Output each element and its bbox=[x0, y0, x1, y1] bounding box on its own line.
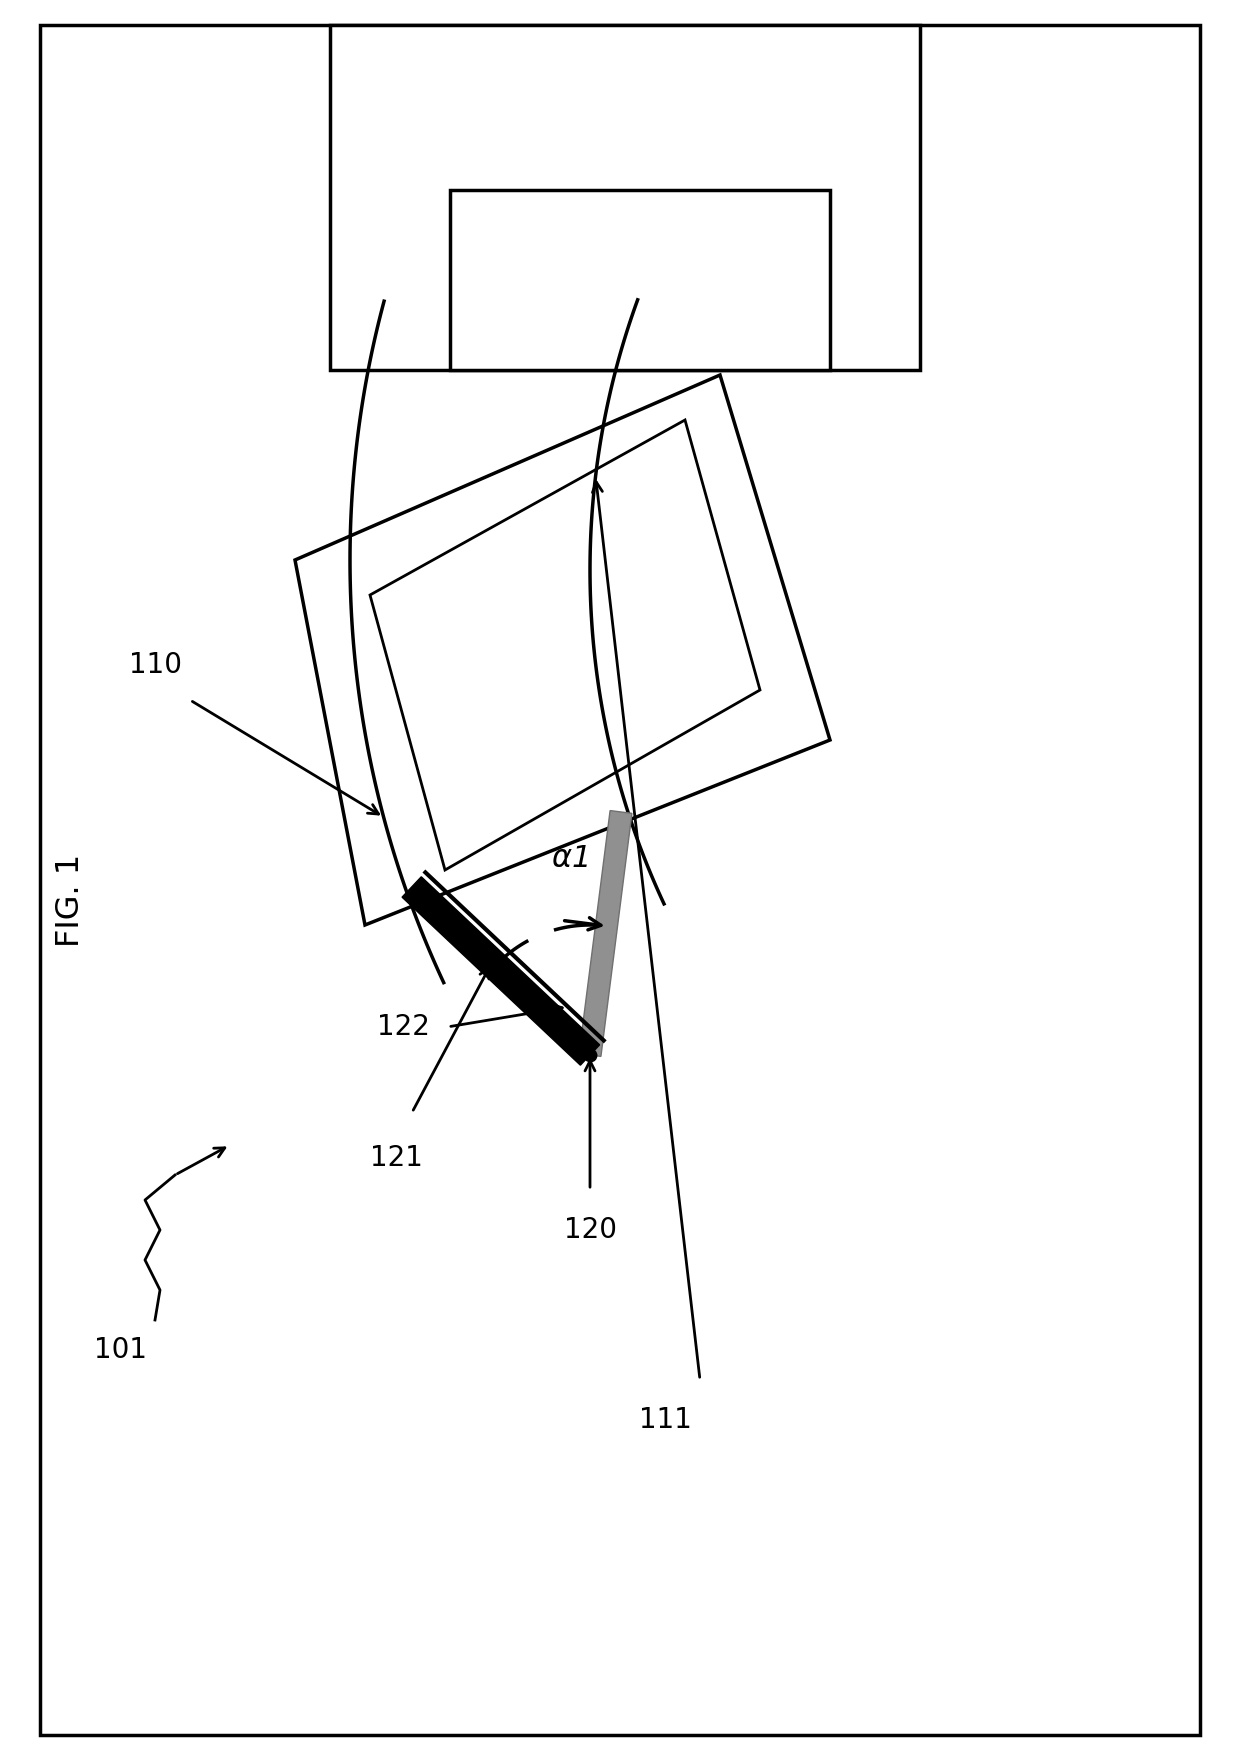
Text: FIG. 1: FIG. 1 bbox=[55, 853, 86, 947]
Text: 110: 110 bbox=[129, 651, 181, 679]
Polygon shape bbox=[402, 876, 600, 1065]
Bar bbox=[450, 190, 830, 370]
Text: 120: 120 bbox=[563, 1216, 616, 1245]
Text: 111: 111 bbox=[639, 1407, 692, 1433]
Polygon shape bbox=[579, 811, 632, 1056]
Text: 122: 122 bbox=[377, 1012, 429, 1040]
Bar bbox=[330, 25, 920, 370]
Text: $\alpha$1: $\alpha$1 bbox=[552, 844, 588, 873]
Text: 101: 101 bbox=[93, 1336, 146, 1365]
Text: 121: 121 bbox=[371, 1144, 423, 1172]
Polygon shape bbox=[295, 376, 830, 926]
Polygon shape bbox=[370, 420, 760, 869]
